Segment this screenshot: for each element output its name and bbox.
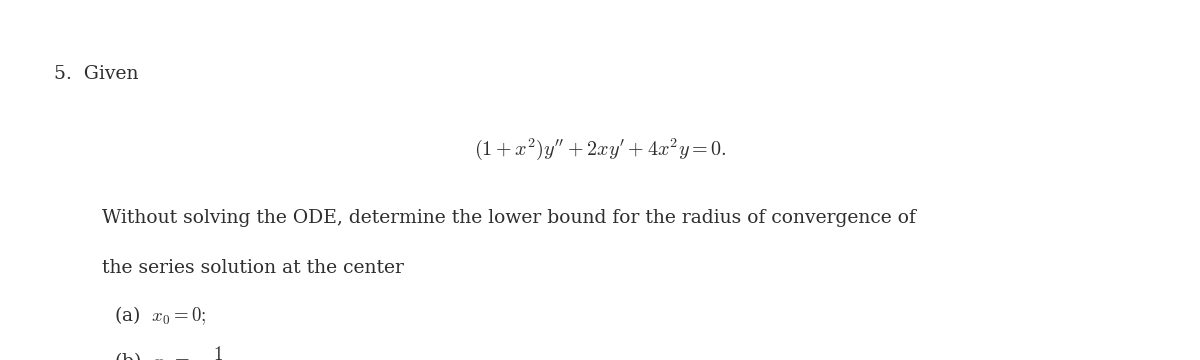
Text: Without solving the ODE, determine the lower bound for the radius of convergence: Without solving the ODE, determine the l… <box>102 209 916 227</box>
Text: the series solution at the center: the series solution at the center <box>102 259 404 277</box>
Text: (b)  $x_0 = -\dfrac{1}{2}.$: (b) $x_0 = -\dfrac{1}{2}.$ <box>114 344 230 360</box>
Text: (a)  $x_0 = 0;$: (a) $x_0 = 0;$ <box>114 304 206 327</box>
Text: $(1 + x^2)y^{\prime\prime} + 2xy^{\prime} + 4x^2y = 0.$: $(1 + x^2)y^{\prime\prime} + 2xy^{\prime… <box>474 137 726 162</box>
Text: 5.  Given: 5. Given <box>54 65 138 83</box>
